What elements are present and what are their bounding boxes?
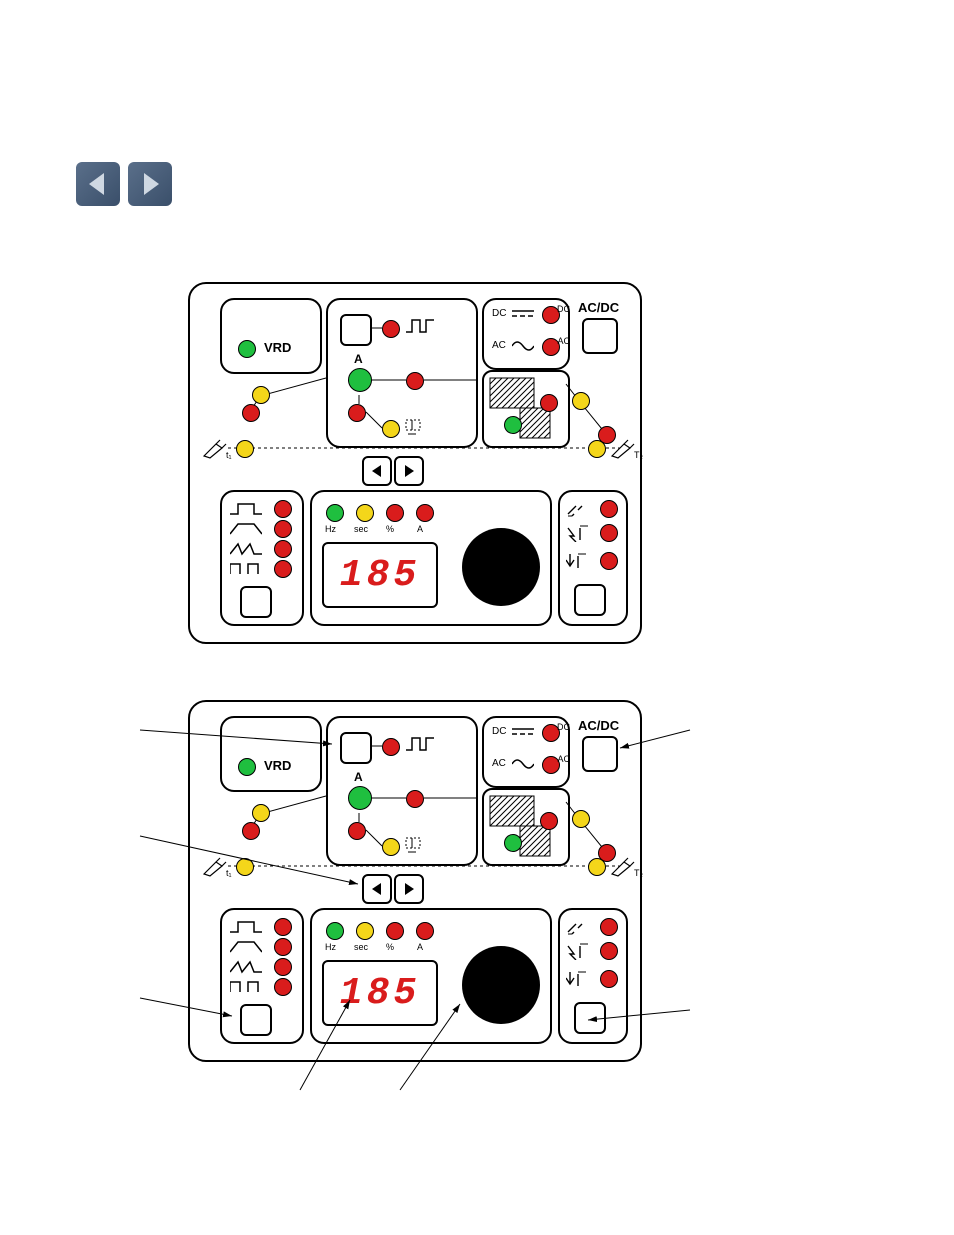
callout-arrows: [0, 0, 954, 1235]
